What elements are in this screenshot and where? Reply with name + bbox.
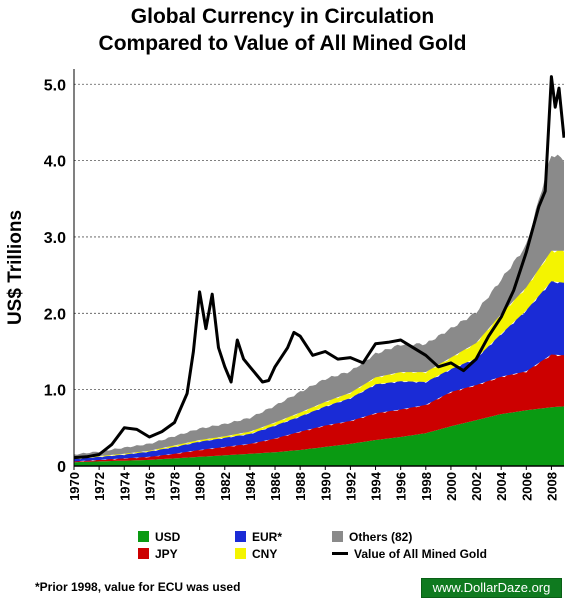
x-tick-label: 1984 (243, 471, 258, 501)
legend-label-jpy: JPY (155, 547, 178, 561)
legend-eur: EUR* (235, 530, 282, 544)
y-tick-label: 3.0 (44, 230, 66, 247)
x-tick-label: 2006 (519, 472, 534, 501)
x-tick-label: 1990 (318, 472, 333, 501)
area-jpy (74, 353, 564, 463)
x-tick-label: 1994 (369, 471, 384, 501)
area-usd (74, 406, 564, 466)
legend-jpy: JPY (138, 547, 178, 561)
gold-value-line (73, 75, 565, 460)
legend-label-usd: USD (155, 530, 181, 544)
legend-swatch-cny (235, 548, 246, 559)
legend-label-gold: Value of All Mined Gold (354, 547, 487, 561)
legend-label-others: Others (82) (349, 530, 413, 544)
area-others-82 (74, 154, 564, 459)
x-tick-label: 1992 (343, 472, 358, 501)
legend-swatch-others (332, 531, 343, 542)
legend-swatch-eur (235, 531, 246, 542)
y-axis-label: US$ Trillions (5, 210, 26, 325)
x-tick-label: 1982 (218, 472, 233, 501)
legend-swatch-jpy (138, 548, 149, 559)
legend-line-gold (332, 552, 348, 555)
y-tick-label: 5.0 (44, 77, 66, 94)
x-tick-label: 2002 (469, 472, 484, 501)
chart-subtitle: Compared to Value of All Mined Gold (98, 32, 467, 55)
x-tick-label: 2008 (544, 472, 559, 501)
legend-cny: CNY (235, 547, 277, 561)
x-tick-label: 1976 (142, 472, 157, 501)
x-tick-label: 1998 (419, 472, 434, 501)
legend-swatch-usd (138, 531, 149, 542)
footnote: *Prior 1998, value for ECU was used (35, 580, 241, 594)
legend-usd: USD (138, 530, 180, 544)
credit-badge[interactable]: www.DollarDaze.org (421, 578, 562, 598)
x-tick-label: 2000 (444, 472, 459, 501)
area-eur (74, 279, 564, 462)
chart-title: Global Currency in Circulation (130, 5, 435, 28)
legend-gold: Value of All Mined Gold (332, 547, 487, 561)
y-tick-label: 2.0 (44, 306, 66, 323)
x-tick-label: 1978 (168, 472, 183, 501)
area-cny (74, 248, 564, 460)
y-tick-label: 1.0 (44, 383, 66, 400)
x-tick-label: 1972 (92, 472, 107, 501)
x-tick-label: 2004 (494, 471, 509, 501)
x-tick-label: 1986 (268, 472, 283, 501)
legend-label-cny: CNY (252, 547, 278, 561)
x-tick-label: 1996 (394, 472, 409, 501)
y-tick-label: 0 (57, 459, 66, 476)
x-tick-label: 1970 (67, 472, 82, 501)
legend-label-eur: EUR* (252, 530, 283, 544)
x-tick-label: 1974 (117, 471, 132, 501)
x-tick-label: 1980 (193, 472, 208, 501)
y-tick-label: 4.0 (44, 154, 66, 171)
x-tick-label: 1988 (293, 472, 308, 501)
legend-others: Others (82) (332, 530, 412, 544)
